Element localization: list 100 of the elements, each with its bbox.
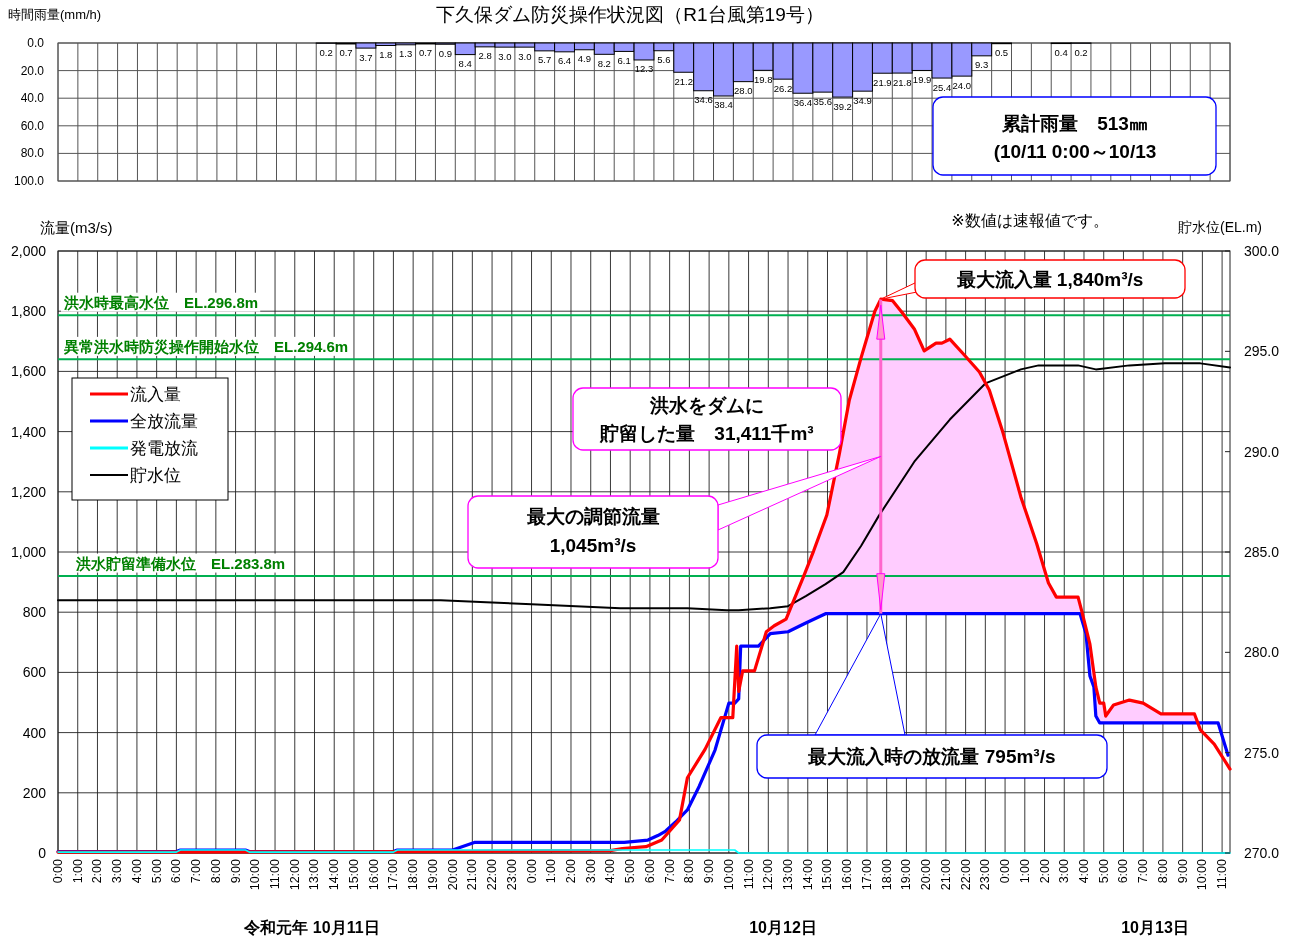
data-label: 3.0	[498, 50, 512, 62]
chart-title: 下久保ダム防災操作状況図（R1台風第19号）	[436, 3, 824, 25]
text: 10月13日	[1121, 918, 1189, 936]
ref-line-label: 洪水時最高水位 EL.296.8m	[63, 293, 259, 311]
x-tick-label: 1:00	[544, 858, 559, 884]
y2-tick-label: 280.0	[1244, 644, 1280, 661]
y2-tick-label: 295.0	[1244, 343, 1280, 360]
data-label: 21.2	[674, 75, 693, 87]
ref-line-label: 洪水貯留準備水位 EL.283.8m	[75, 554, 286, 572]
y-tick-label: 1,800	[10, 303, 47, 320]
x-tick-label: 1:00	[70, 858, 85, 884]
x-tick-label: 22:00	[958, 858, 973, 891]
text: ※数値は速報値です。	[951, 211, 1109, 229]
x-tick-label: 7:00	[1136, 858, 1151, 884]
legend-label: 発電放流	[130, 438, 198, 458]
data-label: 0.7	[339, 47, 353, 59]
x-tick-label: 20:00	[445, 858, 460, 891]
data-label: 9.3	[975, 59, 989, 71]
data-label: 38.4	[714, 99, 733, 111]
y-tick-label: 400	[22, 724, 47, 741]
data-label: 35.6	[813, 95, 833, 107]
x-tick-label: 18:00	[879, 858, 894, 891]
x-tick-label: 9:00	[228, 858, 243, 884]
x-tick-label: 5:00	[623, 858, 638, 884]
x-tick-label: 15:00	[820, 858, 835, 891]
text: 令和元年 10月11日	[243, 918, 380, 936]
y-tick-label: 60.0	[20, 118, 45, 133]
legend-label: 流入量	[130, 384, 181, 404]
annotation: 貯留した量 31,411千m³	[599, 422, 814, 444]
x-tick-label: 8:00	[208, 858, 223, 884]
ref-line-label: 異常洪水時防災操作開始水位 EL.294.6m	[63, 337, 349, 355]
x-tick-label: 8:00	[682, 858, 697, 884]
data-label: 36.4	[793, 96, 813, 108]
data-label: 0.2	[1074, 46, 1088, 58]
data-label: 39.2	[833, 100, 852, 112]
x-tick-label: 10:00	[1195, 858, 1210, 891]
y2-tick-label: 290.0	[1244, 443, 1280, 460]
x-tick-label: 14:00	[800, 858, 815, 891]
x-tick-label: 2:00	[90, 858, 105, 884]
annotation: 累計雨量 513㎜	[1001, 112, 1148, 134]
y-tick-label: 100.0	[13, 174, 45, 188]
data-label: 4.9	[577, 53, 592, 65]
x-tick-label: 8:00	[1155, 858, 1170, 884]
x-tick-label: 0:00	[51, 858, 65, 884]
x-tick-label: 1:00	[1017, 858, 1032, 884]
x-tick-label: 9:00	[1175, 858, 1190, 884]
text: 10月12日	[749, 918, 817, 936]
x-tick-label: 16:00	[840, 858, 855, 891]
data-label: 19.9	[912, 73, 932, 85]
data-label: 1.3	[399, 48, 413, 60]
y2-tick-label: 270.0	[1244, 845, 1280, 861]
data-label: 6.1	[617, 54, 631, 66]
data-label: 5.6	[657, 54, 671, 66]
data-label: 8.2	[597, 57, 611, 69]
annotation: (10/11 0:00～10/13	[993, 140, 1157, 162]
x-tick-label: 23:00	[978, 858, 993, 891]
data-label: 28.0	[734, 85, 753, 97]
y2-tick-label: 300.0	[1244, 243, 1280, 259]
x-tick-label: 0:00	[998, 858, 1013, 884]
y-tick-label: 1,600	[10, 363, 47, 380]
x-tick-label: 19:00	[899, 858, 914, 891]
y-tick-label: 40.0	[20, 91, 45, 106]
x-tick-label: 17:00	[386, 858, 401, 891]
x-tick-label: 11:00	[741, 858, 756, 890]
x-tick-label: 4:00	[603, 858, 618, 884]
data-label: 24.0	[952, 79, 972, 91]
y-tick-label: 1,000	[10, 544, 47, 560]
x-tick-label: 6:00	[169, 858, 184, 884]
x-tick-label: 20:00	[919, 858, 934, 891]
data-label: 0.4	[1054, 47, 1068, 59]
y2-axis-title: 貯水位(EL.m)	[1178, 219, 1262, 235]
data-label: 8.4	[458, 58, 472, 70]
annotation: 洪水をダムに	[649, 394, 764, 416]
data-label: 0.5	[994, 47, 1009, 59]
x-tick-label: 19:00	[425, 858, 440, 891]
data-label: 0.7	[418, 47, 433, 59]
x-tick-label: 0:00	[524, 858, 539, 884]
x-tick-label: 4:00	[1076, 858, 1091, 884]
x-tick-label: 3:00	[1057, 858, 1072, 884]
y-axis-title: 流量(m3/s)	[40, 218, 113, 236]
x-tick-label: 10:00	[721, 858, 736, 891]
x-tick-label: 10:00	[248, 858, 263, 891]
x-tick-label: 7:00	[189, 858, 204, 884]
data-label: 0.9	[438, 47, 452, 59]
x-tick-label: 21:00	[465, 858, 480, 891]
y-tick-label: 2,000	[10, 243, 47, 259]
x-tick-label: 15:00	[346, 858, 361, 891]
data-label: 26.2	[773, 82, 793, 94]
x-tick-label: 6:00	[642, 858, 657, 884]
x-tick-label: 2:00	[564, 858, 578, 884]
data-label: 1.8	[379, 48, 393, 60]
x-tick-label: 12:00	[287, 858, 302, 891]
x-tick-label: 21:00	[938, 858, 953, 891]
data-label: 19.8	[753, 73, 773, 85]
y-tick-label: 1,200	[10, 483, 47, 500]
annotation: 最大の調節流量	[525, 505, 660, 527]
y2-tick-label: 275.0	[1244, 744, 1280, 761]
legend-label: 全放流量	[130, 411, 198, 431]
annotation: 最大流入時の放流量 795m³/s	[807, 745, 1056, 767]
data-label: 3.7	[359, 51, 373, 63]
